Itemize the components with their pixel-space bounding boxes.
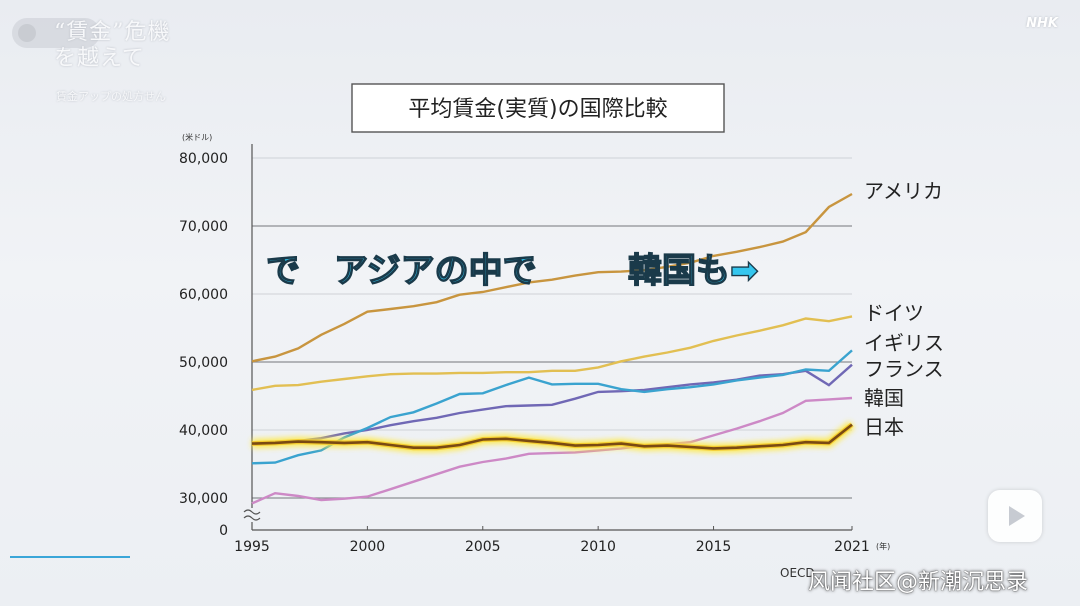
y-axis-unit: (米ドル) (182, 132, 212, 142)
legend-label-korea: 韓国 (864, 386, 904, 410)
y-break-label: 0 (219, 523, 228, 539)
video-progress-bar[interactable] (10, 556, 130, 558)
chart-title-frame (351, 83, 725, 133)
x-tick-label: 2005 (465, 539, 501, 555)
series-line-germany (251, 315, 853, 392)
program-logo: “賃金”危機を越えて 賃金アップの処方せん (12, 16, 192, 106)
caption-part-3: 韓国も➡ (628, 251, 759, 291)
y-tick-label: 70,000 (179, 219, 228, 235)
source-note: OECD (780, 566, 815, 580)
x-tick-label: 1995 (234, 539, 270, 555)
series-line-japan-halo (251, 422, 854, 451)
avatar-icon (18, 24, 36, 42)
series-line-uk (251, 349, 853, 465)
play-icon (1009, 506, 1025, 526)
series-line-korea (251, 396, 853, 505)
legend-label-japan: 日本 (864, 415, 904, 439)
series-line-usa (251, 192, 853, 363)
chart-title: 平均賃金(実質)の国際比較 (408, 97, 667, 122)
series-line-japan (251, 423, 853, 450)
chart-axes: 30,000 40,000 50,000 60,000 70,000 80,000 0 199… (179, 144, 870, 555)
legend-label-germany: ドイツ (864, 301, 924, 325)
legend-label-france: フランス (864, 357, 944, 381)
legend-label-usa: アメリカ (864, 179, 943, 203)
x-tick-label: 2015 (696, 539, 732, 555)
x-axis-unit: (年) (876, 541, 890, 551)
avatar-pill (12, 18, 100, 48)
y-tick-label: 80,000 (179, 151, 228, 167)
y-tick-label: 50,000 (179, 355, 228, 371)
chart-grid (252, 157, 852, 499)
watermark: 风闻社区@新潮沉思录 (808, 570, 1029, 595)
series-layer (251, 192, 855, 505)
caption-part-2: アジアの中で (334, 251, 537, 291)
broadcaster-logo: NHK (1026, 16, 1058, 31)
legend-label-uk: イギリス (864, 331, 944, 355)
overlay-caption: で アジアの中で 韓国も➡ (265, 250, 759, 291)
x-tick-label: 2010 (580, 539, 616, 555)
play-button[interactable] (988, 490, 1042, 542)
y-tick-label: 40,000 (179, 423, 228, 439)
axis-break-mark (243, 509, 261, 521)
program-subtitle: 賃金アップの処方せん (56, 90, 166, 103)
x-tick-label: 2021 (834, 539, 870, 555)
x-tick-label: 2000 (350, 539, 386, 555)
y-tick-label: 60,000 (179, 287, 228, 303)
y-tick-label: 30,000 (179, 491, 228, 507)
chart-title-box: 平均賃金(実質)の国際比較 (351, 83, 725, 133)
caption-part-1: で (266, 251, 300, 291)
program-title: “賃金”危機を越えて (54, 20, 171, 71)
series-line-france (251, 363, 853, 445)
